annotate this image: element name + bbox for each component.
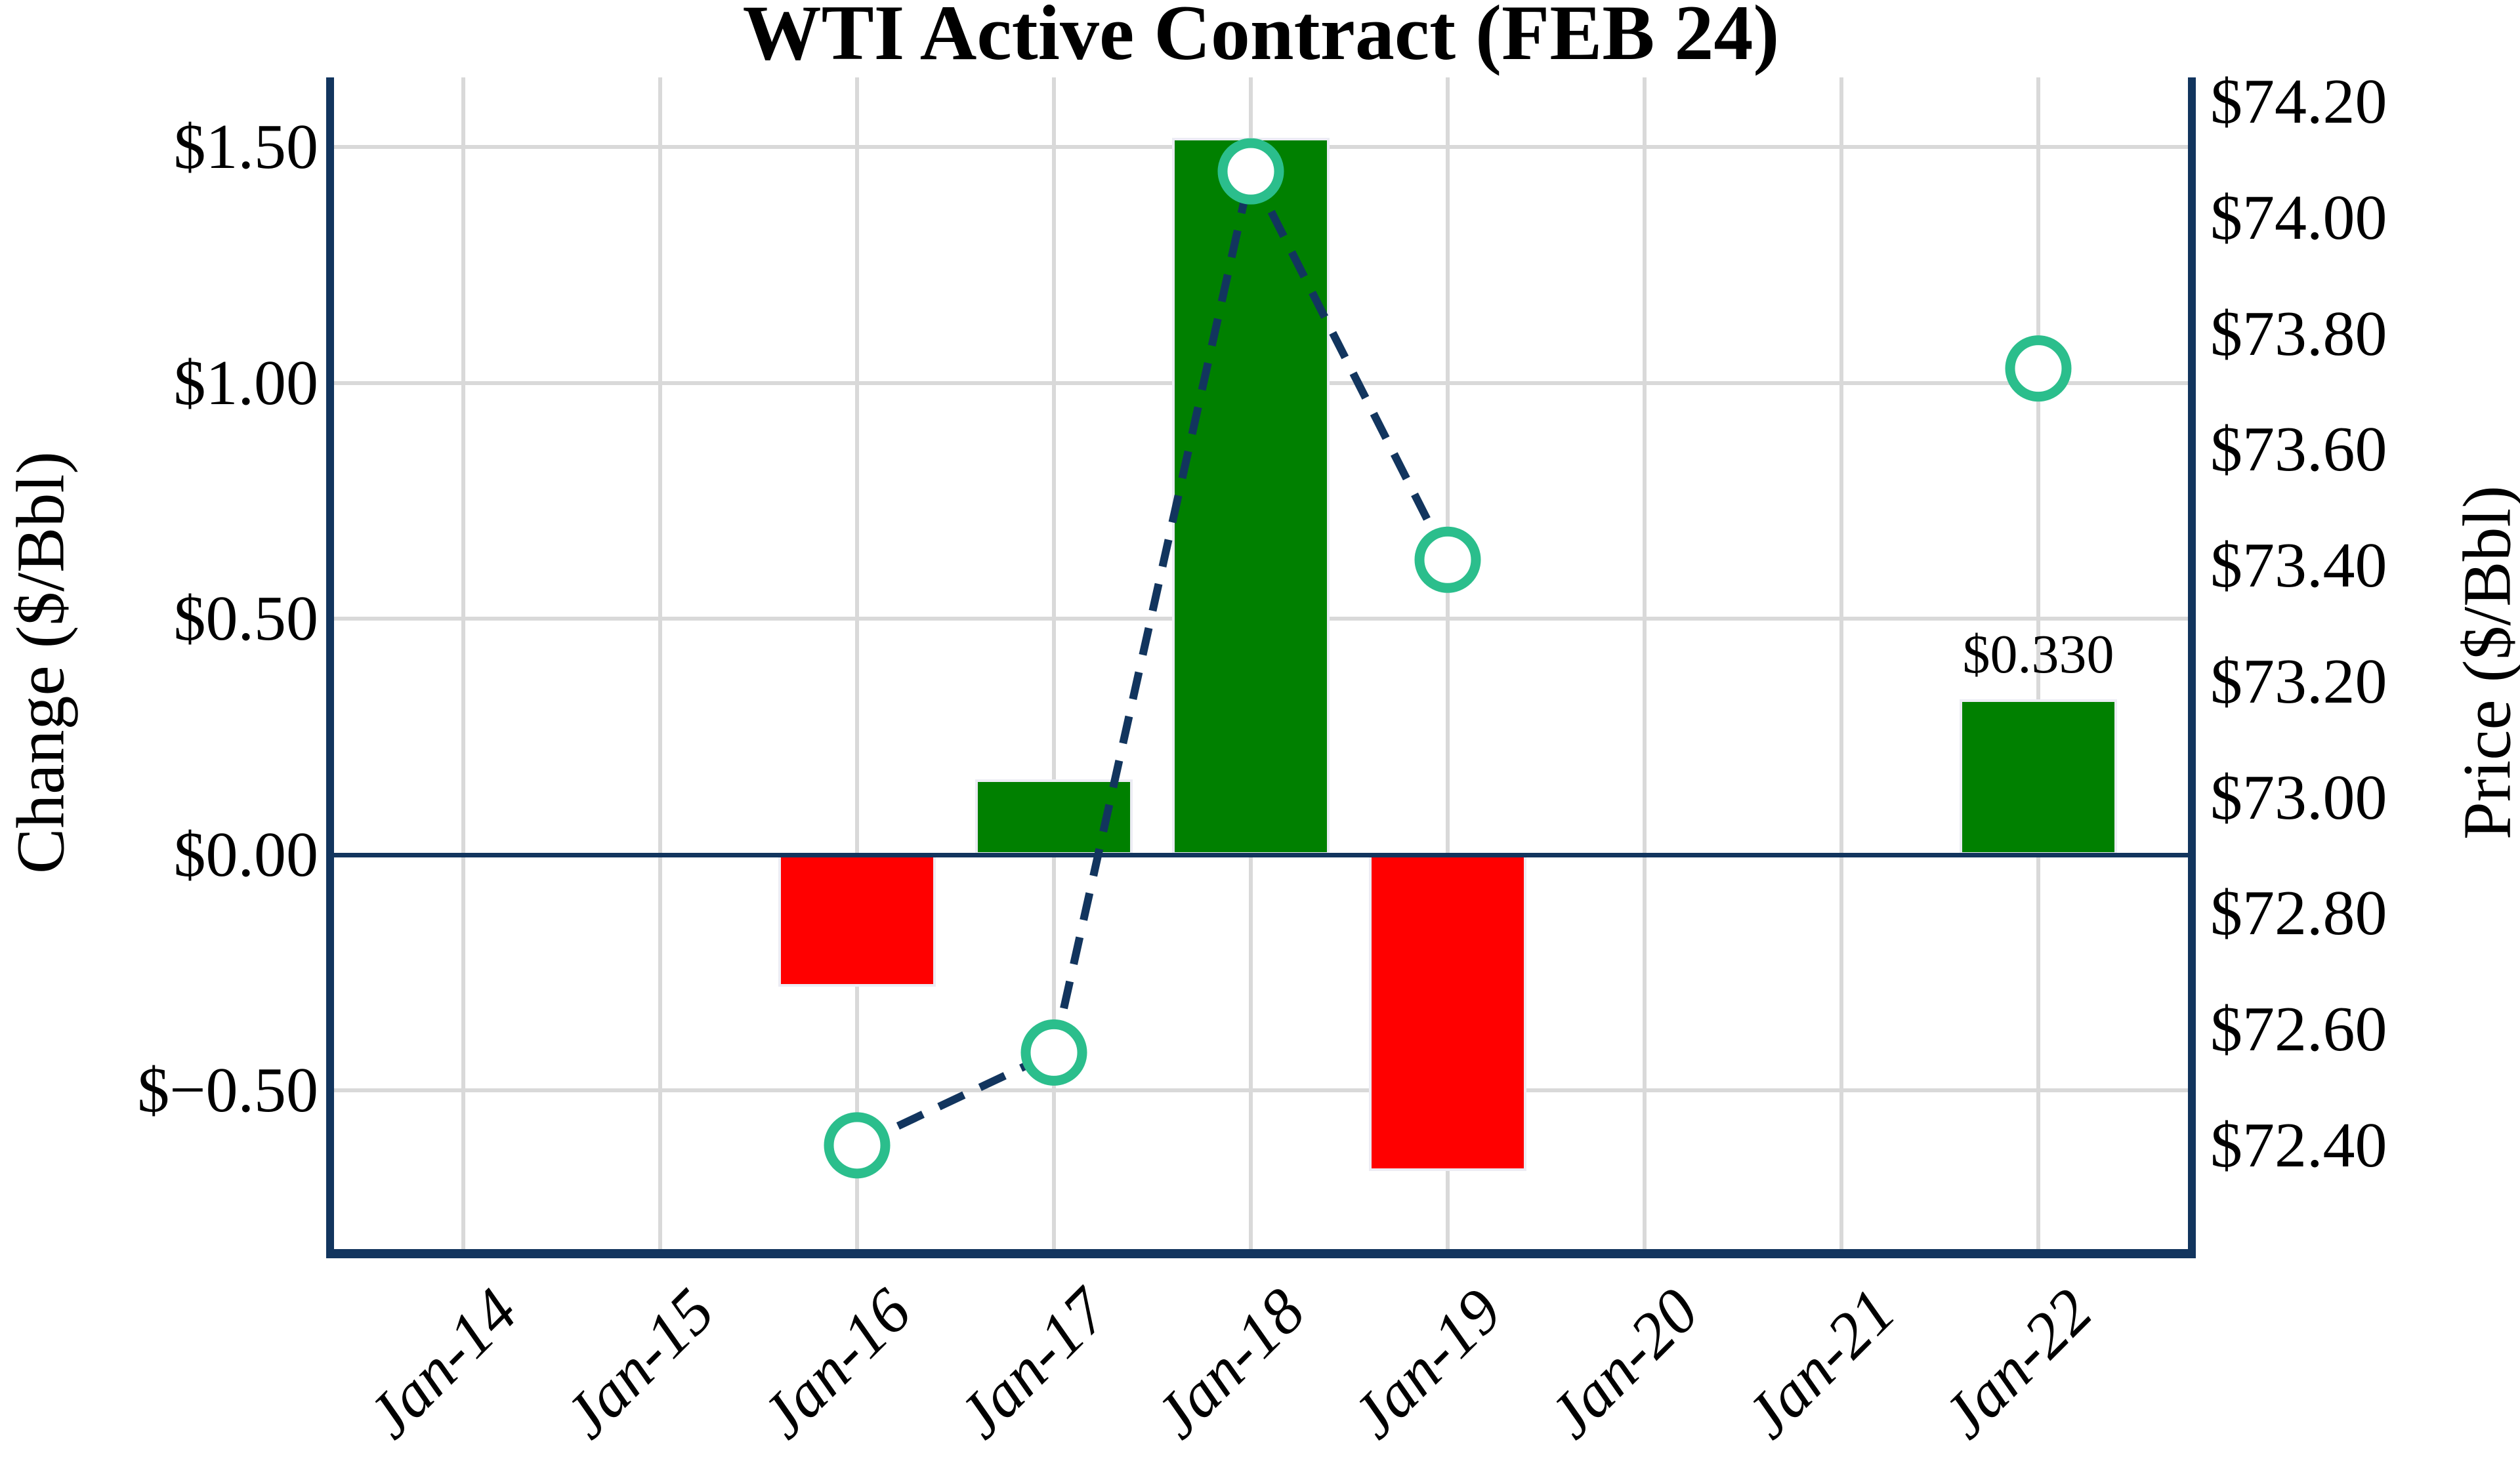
x-tick-label: Jan-19 (1339, 1275, 1515, 1452)
v-gridline (2036, 77, 2040, 1249)
h-gridline (334, 1088, 2188, 1093)
right-tick-label: $73.40 (2210, 530, 2387, 602)
right-tick-label: $73.60 (2210, 414, 2387, 485)
change-bar (1960, 699, 2117, 855)
change-bar (1172, 138, 1330, 855)
price-marker (1020, 1019, 1087, 1086)
right-tick-label: $73.80 (2210, 298, 2387, 369)
x-tick-label: Jan-18 (1142, 1275, 1318, 1452)
price-marker (1217, 138, 1284, 205)
change-bar (1369, 854, 1526, 1171)
left-axis-title: Change ($/Bbl) (3, 451, 79, 874)
left-tick-label: $0.50 (173, 583, 319, 655)
right-spine (2188, 77, 2196, 1258)
v-gridline (1446, 77, 1450, 1249)
right-tick-label: $72.60 (2210, 994, 2387, 1065)
left-tick-label: $0.00 (173, 819, 319, 890)
bottom-spine (326, 1249, 2196, 1258)
change-bar (778, 854, 936, 987)
right-tick-label: $74.00 (2210, 182, 2387, 253)
v-gridline (855, 77, 859, 1249)
v-gridline (658, 77, 662, 1249)
x-tick-label: Jan-14 (354, 1275, 531, 1452)
bar-value-label: $0.330 (1962, 623, 2114, 685)
right-tick-label: $74.20 (2210, 66, 2387, 138)
price-line-segment (855, 1048, 1056, 1149)
left-tick-label: $−0.50 (137, 1055, 318, 1126)
price-line-segment (1247, 169, 1452, 562)
left-spine (326, 77, 334, 1258)
x-tick-label: Jan-22 (1929, 1275, 2106, 1452)
left-tick-label: $1.00 (173, 347, 319, 419)
v-gridline (461, 77, 465, 1249)
price-marker (1414, 526, 1481, 593)
zero-line (334, 852, 2188, 857)
price-line-segment (1050, 170, 1255, 1054)
right-tick-label: $72.40 (2210, 1109, 2387, 1181)
price-marker (824, 1112, 891, 1179)
left-tick-label: $1.50 (173, 112, 319, 183)
v-gridline (1643, 77, 1647, 1249)
right-tick-label: $73.00 (2210, 762, 2387, 833)
right-axis-title: Price ($/Bbl) (2449, 485, 2520, 840)
price-marker (2005, 335, 2072, 402)
x-tick-label: Jan-17 (945, 1275, 1122, 1452)
x-tick-label: Jan-15 (551, 1275, 728, 1452)
price-line-layer (824, 138, 2072, 1179)
v-gridline (1839, 77, 1843, 1249)
chart-title: WTI Active Contract (FEB 24) (742, 0, 1780, 76)
right-tick-label: $73.20 (2210, 646, 2387, 717)
x-tick-label: Jan-20 (1536, 1275, 1712, 1452)
x-tick-label: Jan-21 (1732, 1275, 1909, 1452)
v-gridline (1052, 77, 1056, 1249)
x-tick-label: Jan-16 (748, 1275, 925, 1452)
right-tick-label: $72.80 (2210, 878, 2387, 949)
